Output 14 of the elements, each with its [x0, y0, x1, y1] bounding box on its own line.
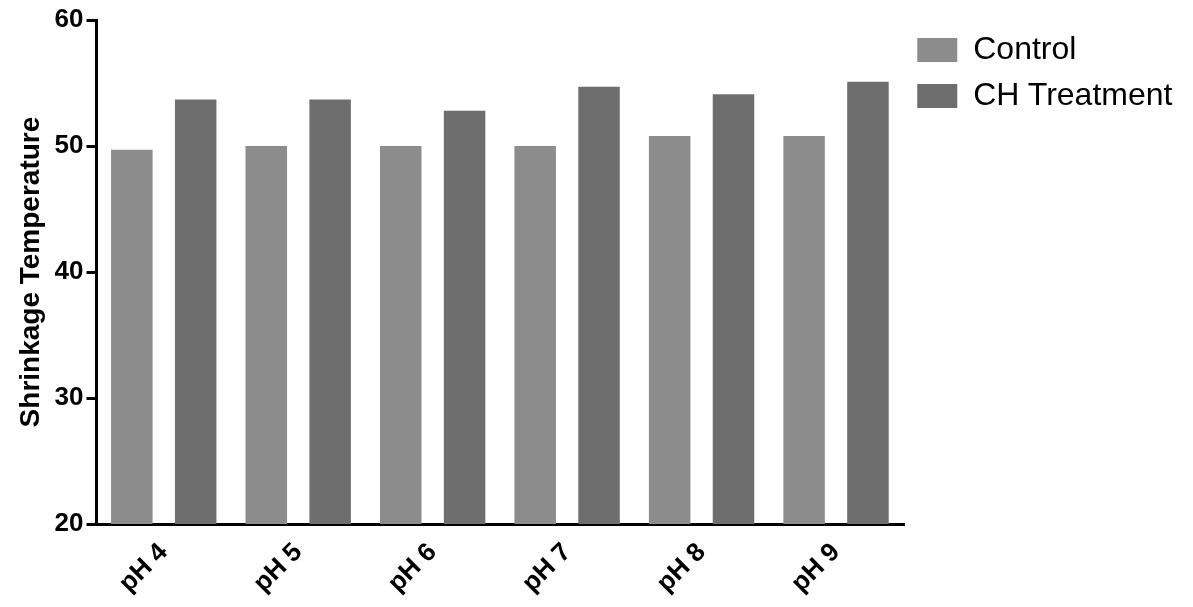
y-tick-label: 20 — [54, 507, 84, 538]
x-tick-label: pH 7 — [515, 536, 577, 598]
y-tick-label: 60 — [54, 3, 84, 34]
y-tick-label: 50 — [54, 129, 84, 160]
legend-label: Control — [973, 29, 1077, 66]
x-tick-label: pH 8 — [649, 536, 711, 598]
y-tick-label: 30 — [54, 381, 84, 412]
x-tick-label: pH 6 — [380, 536, 442, 598]
y-tick-label: 40 — [54, 255, 84, 286]
y-axis-title: Shrinkage Temperature — [13, 116, 45, 428]
x-tick-label: pH 4 — [112, 535, 174, 598]
x-tick-label: pH 5 — [246, 536, 308, 598]
legend-label: CH Treatment — [973, 75, 1173, 112]
x-tick-label: pH 9 — [784, 536, 846, 598]
